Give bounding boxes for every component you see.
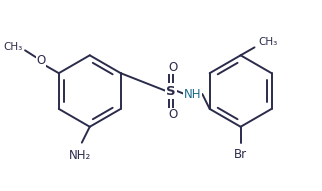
Text: O: O: [168, 108, 178, 121]
Text: Br: Br: [234, 148, 247, 161]
Text: NH: NH: [184, 87, 201, 100]
Text: S: S: [166, 85, 176, 98]
Text: CH₃: CH₃: [259, 37, 278, 47]
Text: CH₃: CH₃: [4, 42, 23, 52]
Text: O: O: [36, 54, 46, 67]
Text: O: O: [168, 61, 178, 74]
Text: NH₂: NH₂: [69, 149, 91, 162]
